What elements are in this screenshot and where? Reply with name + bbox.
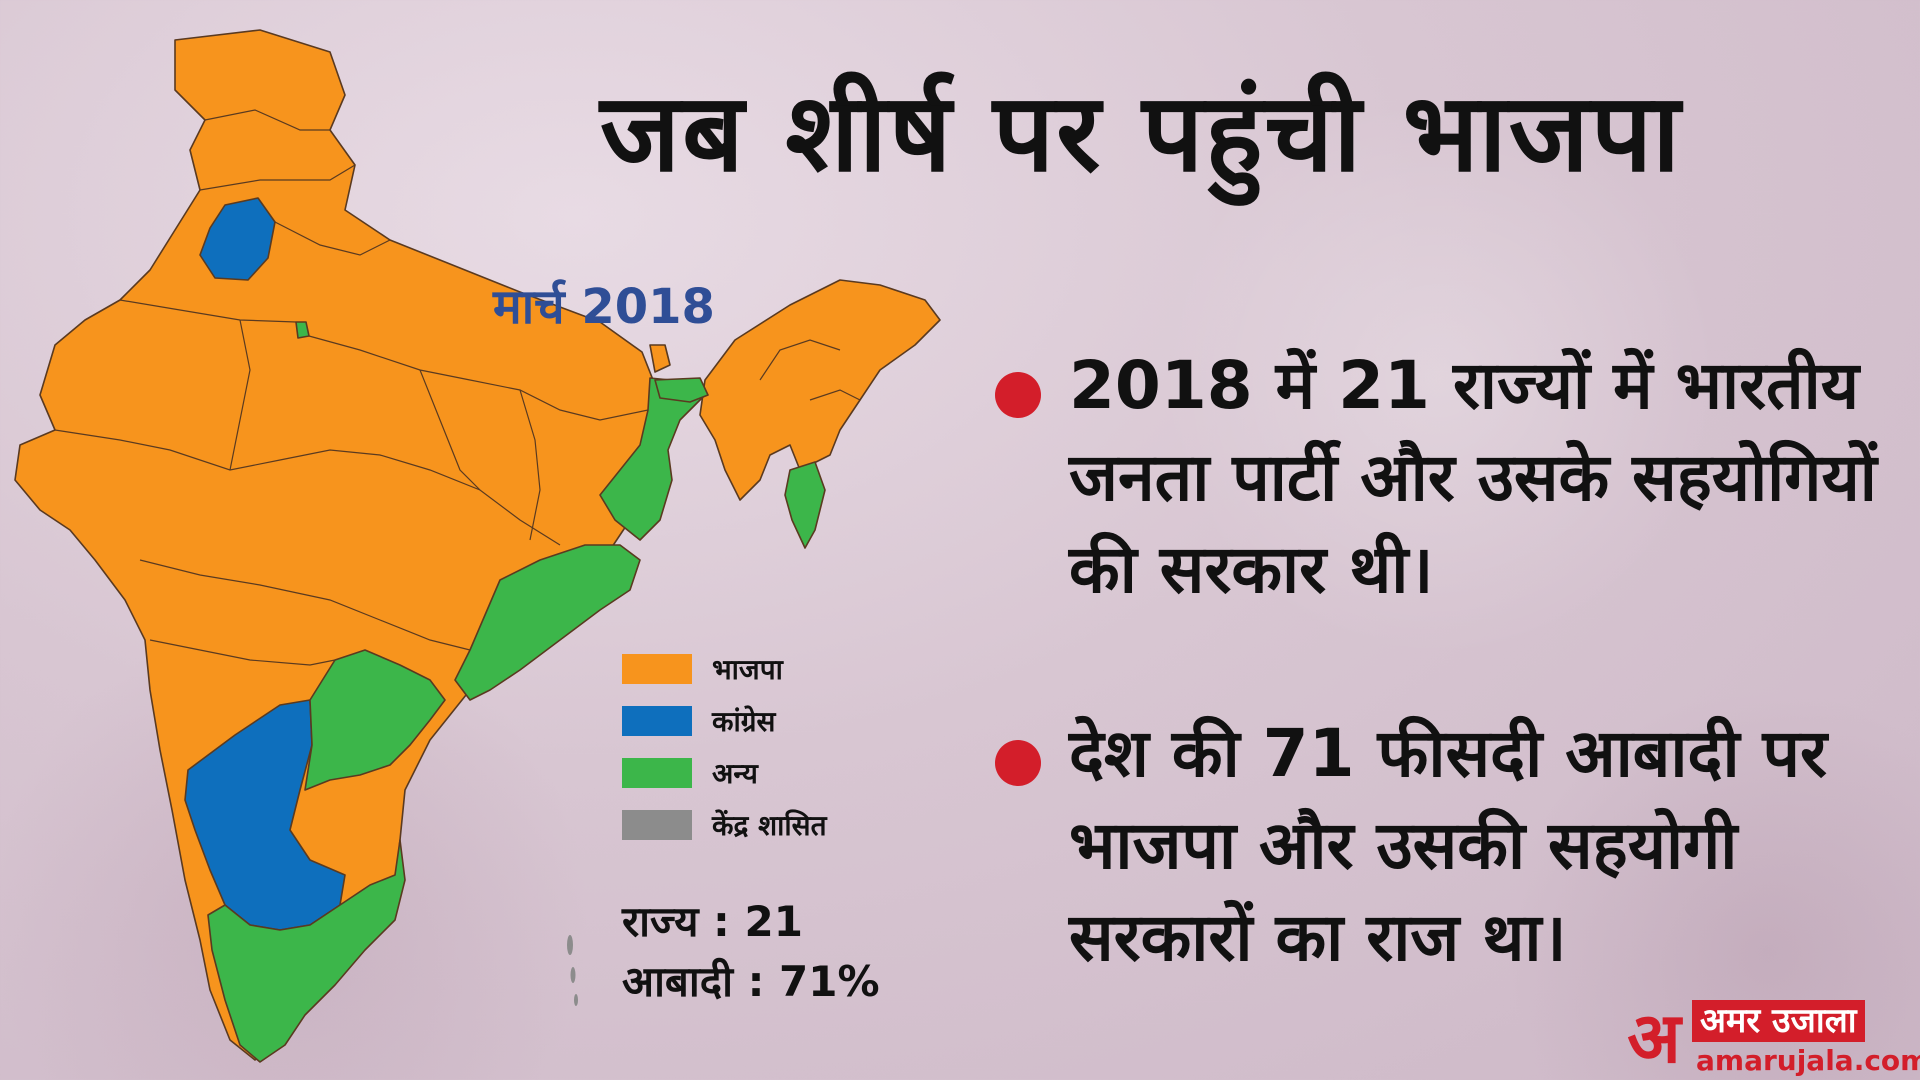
map-region-others-south	[207, 839, 406, 1063]
map-region-others-telangana	[304, 649, 446, 791]
stats-block: राज्य : 21 आबादी : 71%	[622, 892, 880, 1012]
bullet-text-1: 2018 में 21 राज्यों में भारतीय जनता पार्…	[1069, 347, 1877, 608]
legend-item-congress: कांग्रेस	[622, 695, 827, 747]
map-region-others-delhi	[295, 321, 310, 339]
brand-name: अमर उजाला	[1692, 1000, 1865, 1042]
legend-swatch-others	[622, 758, 692, 788]
map-region-others-odisha	[454, 544, 641, 701]
bullet-point-2: देश की 71 फीसदी आबादी पर भाजपा और उसकी स…	[995, 708, 1895, 984]
brand-url: amarujala.com	[1696, 1044, 1920, 1077]
india-map	[14, 29, 941, 1063]
legend-label-bjp: भाजपा	[712, 653, 783, 686]
legend-swatch-ut	[622, 810, 692, 840]
legend-item-ut: केंद्र शासित	[622, 799, 827, 851]
map-region-congress-punjab	[199, 197, 276, 281]
stat-population: आबादी : 71%	[622, 957, 880, 1006]
map-region-others-northeast	[654, 377, 709, 403]
map-region-others-westbengal	[599, 377, 706, 541]
map-region-bjp-northeast	[699, 279, 941, 501]
legend-swatch-bjp	[622, 654, 692, 684]
bullet-dot-icon	[995, 740, 1041, 786]
legend-swatch-congress	[622, 706, 692, 736]
legend-item-bjp: भाजपा	[622, 643, 827, 695]
map-region-congress-karnataka	[184, 699, 346, 931]
bullet-text-2: देश की 71 फीसदी आबादी पर भाजपा और उसकी स…	[1069, 715, 1828, 976]
legend-item-others: अन्य	[622, 747, 827, 799]
bullet-point-1: 2018 में 21 राज्यों में भारतीय जनता पार्…	[995, 340, 1895, 616]
legend-label-others: अन्य	[712, 757, 758, 790]
page-title: जब शीर्ष पर पहुंची भाजपा	[600, 71, 1683, 196]
map-date-label: मार्च 2018	[493, 279, 715, 335]
brand-logo: अ अमर उजाला amarujala.com	[1618, 997, 1920, 1080]
bullet-dot-icon	[995, 372, 1041, 418]
map-legend: भाजपा कांग्रेस अन्य केंद्र शासित	[622, 643, 827, 851]
legend-label-ut: केंद्र शासित	[712, 809, 827, 842]
legend-label-congress: कांग्रेस	[712, 705, 776, 738]
map-region-others-mizoram	[784, 461, 826, 549]
stat-states: राज्य : 21	[622, 897, 803, 946]
map-region-bjp-sikkim	[649, 344, 671, 373]
brand-mark-icon: अ	[1627, 997, 1681, 1079]
